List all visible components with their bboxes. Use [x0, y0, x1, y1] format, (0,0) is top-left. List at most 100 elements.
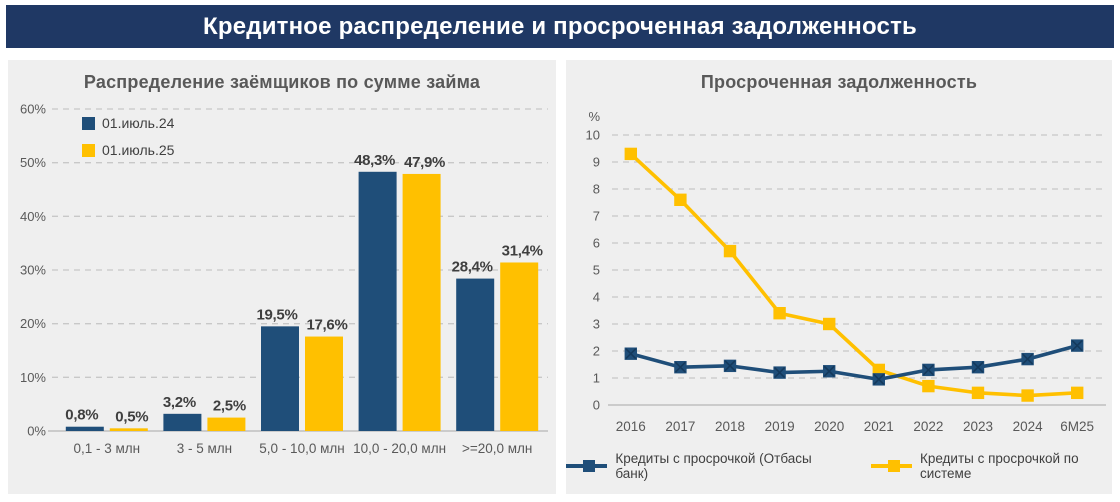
y-tick-label: 7: [593, 209, 600, 224]
x-tick-label: 2018: [715, 419, 745, 434]
legend-line-yellow-icon: [870, 460, 912, 472]
data-point-marker: [674, 361, 687, 374]
x-category-label: 5,0 - 10,0 млн: [259, 441, 344, 456]
bar-segment: [65, 426, 104, 431]
x-category-label: >=20,0 млн: [462, 441, 532, 456]
x-tick-label: 2021: [864, 419, 894, 434]
data-point-marker: [823, 317, 836, 331]
line-series-path: [630, 343, 1078, 382]
bar-segment: [207, 417, 246, 431]
bar-chart-panel: Распределение заёмщиков по сумме займа 0…: [8, 60, 556, 494]
marker-x-icon: [823, 365, 835, 377]
data-point-marker: [624, 347, 637, 360]
bar-segment: [305, 336, 343, 431]
data-point-marker: [872, 373, 885, 386]
y-tick-label: 5: [593, 263, 600, 278]
y-tick-label: 9: [593, 155, 600, 170]
header-bar: Кредитное распределение и просроченная з…: [6, 5, 1114, 48]
x-category-label: 3 - 5 млн: [177, 441, 232, 456]
y-tick-label: 1: [593, 371, 600, 386]
y-tick-label: 0: [593, 398, 600, 413]
x-tick-label: 2019: [765, 419, 795, 434]
marker-x-icon: [724, 360, 736, 372]
marker-x-icon: [922, 364, 934, 376]
line-chart-title: Просроченная задолженность: [700, 72, 978, 92]
marker-x-icon: [972, 361, 984, 373]
legend-swatch-yellow-icon: [82, 143, 95, 157]
y-axis-unit-label: %: [588, 109, 600, 124]
bar-value-label: 28,4%: [452, 259, 493, 276]
legend-label: Кредиты с просрочкой по системе: [919, 451, 1079, 481]
data-point-marker: [723, 244, 737, 258]
data-point-marker: [773, 366, 786, 379]
legend-label: 01.июль.24: [102, 115, 175, 131]
data-point-marker: [872, 363, 885, 377]
bar-segment: [109, 428, 148, 431]
bar-chart-canvas: 0% 10% 20% 30% 40% 50% 60% 0,1 - 3 млн 0,8% 0,5% 3…: [20, 102, 548, 456]
legend-swatch-blue-icon: [82, 116, 95, 130]
legend-label: 01.июль.25: [102, 142, 175, 158]
bar-value-label: 48,3%: [354, 152, 395, 169]
bar-segment: [500, 262, 539, 431]
data-point-marker: [674, 193, 687, 206]
legend-label: Кредиты с просрочкой (Отбасы банк): [615, 451, 812, 481]
y-tick-label: 4: [593, 290, 600, 305]
line-chart-legend: Кредиты с просрочкой (Отбасы банк) Креди…: [566, 451, 1112, 481]
bar-segment: [456, 278, 495, 431]
y-tick-label: 0%: [27, 424, 46, 439]
x-tick-label: 2016: [616, 419, 646, 434]
x-tick-label: 2022: [913, 419, 943, 434]
marker-x-icon: [1022, 353, 1034, 365]
legend-item-otbasy: Кредиты с просрочкой (Отбасы банк): [566, 451, 825, 481]
y-tick-label: 6: [593, 236, 600, 251]
marker-x-icon: [873, 373, 885, 385]
line-chart-panel: Просроченная задолженность 0 1 2 3 4 5 6 7 8 9 10%…: [566, 60, 1112, 494]
x-tick-label: 2017: [665, 419, 695, 434]
line-chart-canvas: 0 1 2 3 4 5 6 7 8 9 10% 2016 2017 2018 2019 2020 2021 202…: [586, 109, 1106, 434]
data-point-marker: [1021, 352, 1034, 366]
legend-item-system: Кредиты с просрочкой по системе: [870, 451, 1112, 481]
legend-line-blue-icon: [566, 460, 608, 472]
y-tick-label: 40%: [20, 209, 46, 224]
bar-value-label: 31,4%: [502, 242, 543, 259]
marker-x-icon: [1071, 340, 1083, 352]
legend-item-jul24: 01.июль.24: [82, 115, 174, 131]
data-point-marker: [971, 386, 985, 400]
data-point-marker: [1071, 339, 1084, 352]
data-point-marker: [773, 307, 786, 320]
bar-segment: [402, 173, 441, 431]
bar-value-label: 0,8%: [65, 407, 98, 424]
marker-x-icon: [674, 361, 686, 373]
data-point-marker: [1021, 389, 1034, 402]
bar-value-label: 3,2%: [163, 394, 196, 411]
data-point-marker: [723, 359, 737, 373]
bar-chart-legend: 01.июль.24 01.июль.25: [82, 115, 174, 158]
y-tick-label: 3: [593, 317, 600, 332]
y-tick-label: 8: [593, 182, 600, 197]
x-category-label: 10,0 - 20,0 млн: [353, 441, 446, 456]
bar-value-label: 17,6%: [306, 317, 347, 334]
bar-segment: [163, 413, 202, 431]
data-point-marker: [624, 147, 637, 161]
y-tick-label: 30%: [20, 263, 46, 278]
data-point-marker: [922, 363, 935, 377]
data-point-marker: [823, 365, 836, 378]
x-tick-label: 6M25: [1060, 419, 1094, 434]
x-tick-label: 2024: [1013, 419, 1044, 434]
bar-value-label: 0,5%: [115, 408, 148, 425]
bar-value-label: 19,5%: [256, 306, 297, 323]
data-point-marker: [922, 379, 935, 393]
x-tick-label: 2023: [963, 419, 993, 434]
marker-x-icon: [774, 367, 786, 379]
bar-segment: [261, 326, 299, 431]
bar-chart-title: Распределение заёмщиков по сумме займа: [83, 72, 481, 92]
y-tick-label: 10: [586, 128, 600, 143]
y-tick-label: 20%: [20, 316, 46, 331]
y-tick-label: 10%: [20, 370, 46, 385]
y-tick-label: 60%: [20, 102, 46, 117]
data-point-marker: [971, 361, 985, 374]
line-series-path: [629, 152, 1078, 398]
x-tick-label: 2020: [814, 419, 844, 434]
y-tick-label: 50%: [20, 155, 46, 170]
